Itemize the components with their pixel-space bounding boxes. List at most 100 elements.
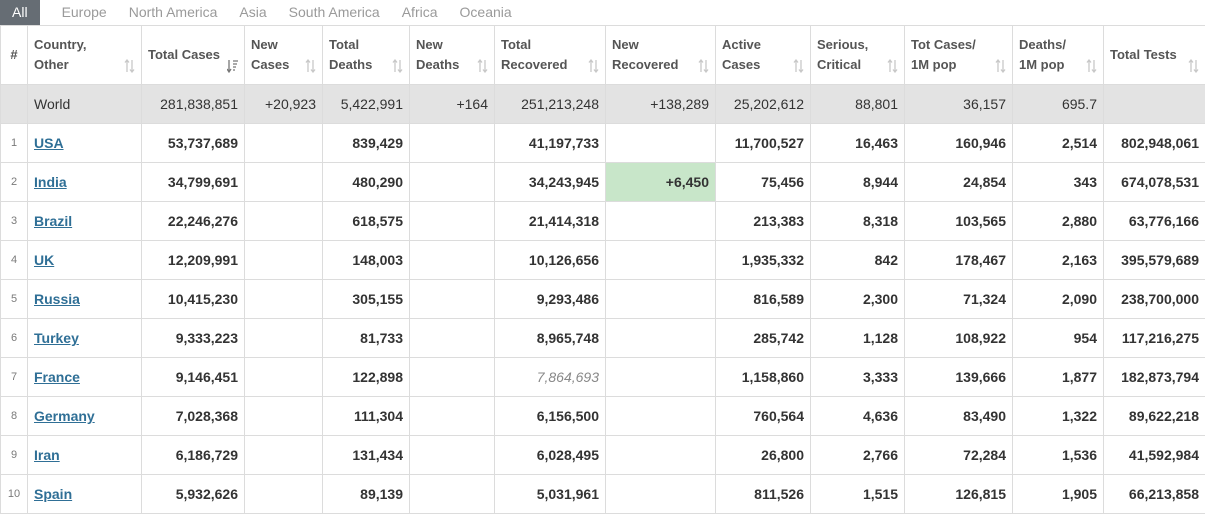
new-recovered-cell (606, 319, 716, 358)
country-link[interactable]: USA (34, 135, 64, 151)
country-link[interactable]: Turkey (34, 330, 79, 346)
serious-critical-cell: 1,515 (811, 475, 905, 514)
total-recovered-cell: 10,126,656 (495, 241, 606, 280)
new-deaths-cell (410, 436, 495, 475)
new-cases-cell (245, 358, 323, 397)
col-new-cases-header[interactable]: New Cases (245, 26, 323, 85)
tab-south-america[interactable]: South America (279, 0, 390, 25)
country-cell: Russia (28, 280, 142, 319)
new-cases-cell (245, 124, 323, 163)
new-deaths-cell (410, 124, 495, 163)
sort-icon[interactable] (305, 59, 316, 73)
col-total-cases-header[interactable]: Total Cases (142, 26, 245, 85)
col-active-cases-header[interactable]: Active Cases (716, 26, 811, 85)
col-new-deaths-header[interactable]: New Deaths (410, 26, 495, 85)
country-link[interactable]: Iran (34, 447, 60, 463)
active-cases-cell: 816,589 (716, 280, 811, 319)
country-name: World (28, 85, 142, 124)
active-cases-cell: 760,564 (716, 397, 811, 436)
new-cases-cell (245, 163, 323, 202)
new-deaths-cell (410, 319, 495, 358)
serious-critical-cell: 8,944 (811, 163, 905, 202)
deaths-per-1m-cell: 1,536 (1013, 436, 1104, 475)
sort-icon[interactable] (477, 59, 488, 73)
total-tests-cell (1104, 85, 1205, 124)
active-cases-cell: 213,383 (716, 202, 811, 241)
country-link[interactable]: France (34, 369, 80, 385)
new-deaths-cell (410, 475, 495, 514)
cases-per-1m-cell: 36,157 (905, 85, 1013, 124)
sort-icon[interactable] (1188, 59, 1199, 73)
tab-africa[interactable]: Africa (392, 0, 448, 25)
deaths-per-1m-cell: 343 (1013, 163, 1104, 202)
row-index: 1 (1, 124, 28, 163)
row-index (1, 85, 28, 124)
total-tests-cell: 66,213,858 (1104, 475, 1205, 514)
country-link[interactable]: UK (34, 252, 54, 268)
total-recovered-cell: 5,031,961 (495, 475, 606, 514)
serious-critical-cell: 2,766 (811, 436, 905, 475)
sort-icon[interactable] (995, 59, 1006, 73)
total-cases-cell: 6,186,729 (142, 436, 245, 475)
country-cell: Spain (28, 475, 142, 514)
new-deaths-cell (410, 163, 495, 202)
tab-europe[interactable]: Europe (52, 0, 117, 25)
sort-desc-icon[interactable] (227, 59, 238, 73)
sort-icon[interactable] (887, 59, 898, 73)
total-cases-cell: 9,146,451 (142, 358, 245, 397)
sort-icon[interactable] (793, 59, 804, 73)
total-deaths-cell: 81,733 (323, 319, 410, 358)
col-total-tests-header[interactable]: Total Tests (1104, 26, 1205, 85)
deaths-per-1m-cell: 1,322 (1013, 397, 1104, 436)
total-tests-cell: 674,078,531 (1104, 163, 1205, 202)
col-deaths-per-1m-header[interactable]: Deaths/ 1M pop (1013, 26, 1104, 85)
tab-north-america[interactable]: North America (119, 0, 228, 25)
tab-asia[interactable]: Asia (229, 0, 276, 25)
cases-per-1m-cell: 83,490 (905, 397, 1013, 436)
sort-icon[interactable] (588, 59, 599, 73)
total-deaths-cell: 131,434 (323, 436, 410, 475)
header-label: Active Cases (722, 35, 804, 75)
header-label: Country, Other (34, 35, 135, 75)
new-cases-cell (245, 475, 323, 514)
sort-icon[interactable] (1086, 59, 1097, 73)
country-cell: Turkey (28, 319, 142, 358)
new-cases-cell (245, 202, 323, 241)
col-new-recovered-header[interactable]: New Recovered (606, 26, 716, 85)
sort-icon[interactable] (124, 59, 135, 73)
col-total-recovered-header[interactable]: Total Recovered (495, 26, 606, 85)
sort-icon[interactable] (392, 59, 403, 73)
country-link[interactable]: India (34, 174, 67, 190)
sort-icon[interactable] (698, 59, 709, 73)
col-cases-per-1m-header[interactable]: Tot Cases/ 1M pop (905, 26, 1013, 85)
deaths-per-1m-cell: 1,877 (1013, 358, 1104, 397)
serious-critical-cell: 88,801 (811, 85, 905, 124)
col-total-deaths-header[interactable]: Total Deaths (323, 26, 410, 85)
country-link[interactable]: Spain (34, 486, 72, 502)
new-cases-cell: +20,923 (245, 85, 323, 124)
tab-all[interactable]: All (0, 0, 40, 25)
cases-per-1m-cell: 160,946 (905, 124, 1013, 163)
deaths-per-1m-cell: 695.7 (1013, 85, 1104, 124)
tab-oceania[interactable]: Oceania (450, 0, 522, 25)
country-link[interactable]: Germany (34, 408, 95, 424)
serious-critical-cell: 8,318 (811, 202, 905, 241)
total-deaths-cell: 122,898 (323, 358, 410, 397)
country-cell: France (28, 358, 142, 397)
total-cases-cell: 34,799,691 (142, 163, 245, 202)
total-cases-cell: 12,209,991 (142, 241, 245, 280)
total-tests-cell: 802,948,061 (1104, 124, 1205, 163)
total-deaths-cell: 111,304 (323, 397, 410, 436)
col-country-header[interactable]: Country, Other (28, 26, 142, 85)
total-cases-cell: 10,415,230 (142, 280, 245, 319)
total-deaths-cell: 480,290 (323, 163, 410, 202)
new-deaths-cell (410, 358, 495, 397)
country-link[interactable]: Russia (34, 291, 80, 307)
total-recovered-cell: 6,028,495 (495, 436, 606, 475)
col-serious-critical-header[interactable]: Serious, Critical (811, 26, 905, 85)
row-index: 4 (1, 241, 28, 280)
country-link[interactable]: Brazil (34, 213, 72, 229)
